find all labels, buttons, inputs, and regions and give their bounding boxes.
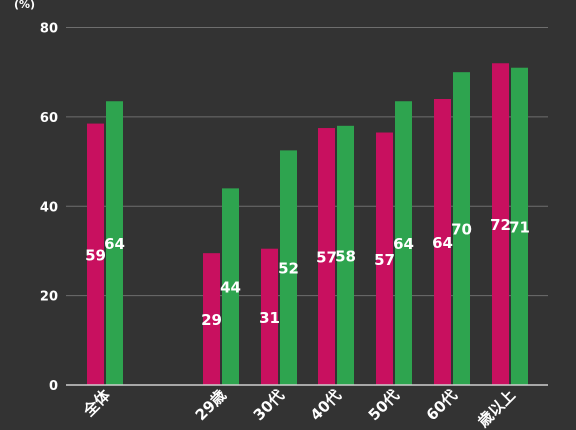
- bar-series-2: [280, 150, 297, 385]
- bar-series-2: [106, 101, 123, 385]
- data-label: 52: [278, 260, 299, 278]
- bar-series-2: [337, 125, 354, 385]
- data-label: 59: [85, 246, 106, 264]
- data-label: 64: [393, 235, 414, 253]
- data-label: 31: [259, 309, 280, 327]
- data-label: 29: [201, 311, 222, 329]
- x-category-label: 50代: [365, 386, 403, 424]
- bar-layer: [87, 63, 528, 385]
- bar-series-2: [453, 72, 470, 385]
- x-category-label: 全体: [79, 385, 114, 420]
- bar-series-2: [222, 188, 239, 385]
- y-tick-label: 0: [49, 379, 58, 394]
- bar-series-1: [318, 128, 335, 385]
- y-tick-label: 60: [40, 111, 58, 126]
- bar-series-1: [261, 248, 278, 385]
- y-tick-label: 20: [40, 290, 58, 305]
- x-category-label: 40代: [307, 386, 345, 424]
- bar-series-2: [395, 101, 412, 385]
- data-label: 58: [335, 247, 356, 265]
- data-label: 57: [374, 251, 395, 269]
- bar-series-1: [434, 99, 451, 385]
- y-axis-unit-label: (%): [14, 0, 35, 11]
- data-label: 44: [220, 279, 241, 297]
- data-label: 64: [432, 234, 453, 252]
- data-label: 57: [316, 249, 337, 267]
- bar-series-1: [376, 132, 393, 385]
- bar-series-1: [203, 253, 220, 385]
- grid-layer: [66, 27, 548, 297]
- y-tick-label: 40: [40, 200, 58, 215]
- y-tick-label: 80: [40, 22, 58, 37]
- data-label: 64: [104, 235, 125, 253]
- data-label: 72: [490, 216, 511, 234]
- data-label: 70: [451, 221, 472, 239]
- bar-series-2: [511, 67, 528, 385]
- x-category-label: 29歳: [192, 386, 230, 424]
- data-label: 71: [509, 218, 530, 236]
- x-category-label: 30代: [250, 386, 288, 424]
- x-category-label: 60代: [423, 386, 461, 424]
- bar-series-1: [492, 63, 509, 385]
- x-category-label: 歳以上: [474, 386, 519, 430]
- bar-series-1: [87, 123, 104, 385]
